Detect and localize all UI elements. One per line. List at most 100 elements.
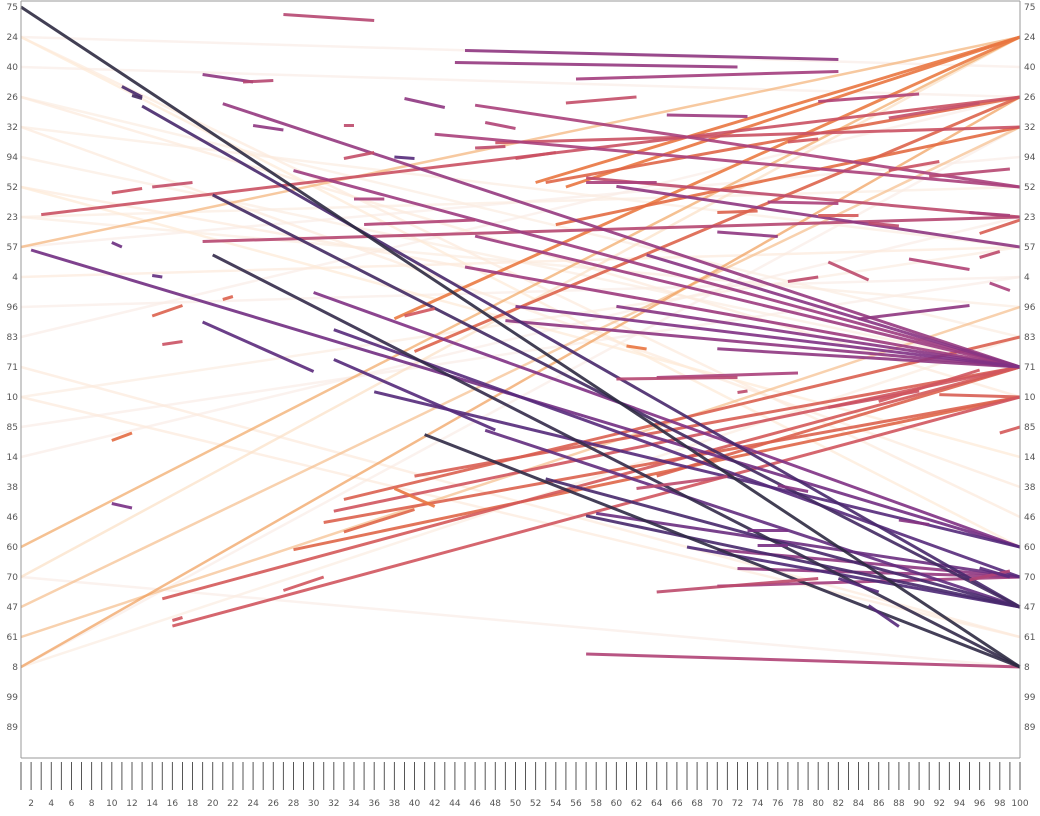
x-tick-label-92: 92 [934, 799, 945, 809]
series-fragment-13 [131, 94, 143, 100]
series-line-75 [545, 95, 1021, 184]
x-tick-label-84: 84 [853, 799, 865, 809]
series-fragment-25 [969, 211, 1011, 217]
y-tick-left-23: 23 [7, 213, 18, 223]
series-fragment-68 [888, 160, 940, 172]
series-fragment-70 [515, 151, 557, 160]
x-tick-label-62: 62 [631, 799, 642, 809]
series-line-24 [20, 35, 1021, 549]
y-tick-right-47: 47 [1024, 603, 1035, 613]
y-tick-left-8: 8 [12, 663, 18, 673]
y-tick-left-61: 61 [7, 633, 18, 643]
series-fragment-7 [484, 121, 516, 130]
series-fragment-6 [404, 97, 446, 109]
series-fragment-58 [616, 376, 738, 381]
series-fragment-67 [818, 92, 920, 103]
series-line-45 [414, 365, 1021, 478]
y-tick-right-94: 94 [1024, 153, 1036, 163]
series-fragment-0 [283, 13, 375, 22]
data-lines-layer [20, 5, 1021, 669]
series-fragment-63 [979, 250, 1001, 259]
y-tick-left-57: 57 [7, 243, 18, 253]
series-line-0 [20, 5, 1021, 669]
series-fragment-5 [242, 79, 274, 84]
series-fragment-26 [979, 218, 1021, 235]
series-line-61 [616, 304, 1021, 369]
y-tick-right-24: 24 [1024, 33, 1036, 43]
series-fragment-50 [837, 577, 880, 594]
x-tick-label-8: 8 [89, 799, 95, 809]
y-tick-left-71: 71 [7, 363, 18, 373]
y-tick-right-75: 75 [1024, 3, 1035, 13]
y-tick-left-85: 85 [7, 423, 18, 433]
series-fragment-31 [222, 295, 234, 301]
y-tick-left-70: 70 [7, 573, 19, 583]
series-line-51 [464, 265, 1021, 369]
series-line-46 [161, 365, 1021, 601]
y-tick-right-99: 99 [1024, 693, 1036, 703]
series-fragment-35 [333, 358, 496, 432]
series-line-35 [313, 291, 1021, 549]
series-line-33 [141, 104, 1021, 609]
series-fragment-53 [777, 484, 809, 493]
x-tick-label-20: 20 [207, 799, 219, 809]
y-tick-right-89: 89 [1024, 723, 1036, 733]
x-tick-label-80: 80 [812, 799, 824, 809]
series-fragment-41 [999, 425, 1021, 435]
x-tick-label-34: 34 [348, 799, 360, 809]
series-fragment-12 [121, 85, 143, 99]
series-fragment-43 [111, 502, 133, 510]
x-tick-label-4: 4 [48, 799, 54, 809]
x-tick-label-40: 40 [409, 799, 421, 809]
x-tick-label-90: 90 [913, 799, 925, 809]
series-fragment-2 [454, 61, 738, 69]
y-tick-right-52: 52 [1024, 183, 1035, 193]
y-tick-left-52: 52 [7, 183, 18, 193]
y-tick-right-70: 70 [1024, 573, 1036, 583]
series-line-6 [20, 95, 1021, 339]
series-fragment-32 [404, 307, 436, 318]
series-line-21 [20, 395, 1021, 639]
x-tick-label-26: 26 [268, 799, 280, 809]
series-fragment-45 [171, 616, 183, 622]
series-line-32 [222, 102, 1021, 369]
y-tick-left-47: 47 [7, 603, 18, 613]
x-tick-label-52: 52 [530, 799, 541, 809]
series-line-52 [484, 428, 1021, 609]
x-tick-label-6: 6 [69, 799, 75, 809]
series-fragment-29 [151, 274, 163, 279]
x-tick-label-78: 78 [792, 799, 804, 809]
y-tick-right-8: 8 [1024, 663, 1030, 673]
series-fragment-59 [827, 260, 870, 282]
y-tick-left-40: 40 [7, 63, 19, 73]
axes-layer: 7524402632945223574968371108514384660704… [7, 0, 1036, 809]
x-tick-label-46: 46 [469, 799, 481, 809]
y-tick-left-75: 75 [7, 3, 18, 13]
series-line-67 [424, 433, 1021, 669]
y-tick-right-85: 85 [1024, 423, 1035, 433]
series-fragment-64 [989, 281, 1011, 292]
series-fragment-14 [343, 151, 375, 160]
series-fragment-47 [343, 508, 415, 534]
y-tick-right-60: 60 [1024, 543, 1036, 553]
series-line-71 [586, 652, 1021, 669]
x-tick-label-32: 32 [328, 799, 339, 809]
y-tick-left-94: 94 [7, 153, 19, 163]
series-line-43 [413, 95, 1021, 353]
series-fragment-22 [767, 200, 839, 205]
series-line-7 [20, 125, 1021, 249]
y-tick-right-32: 32 [1024, 123, 1035, 133]
series-fragment-11 [565, 95, 637, 105]
series-fragment-24 [868, 221, 900, 228]
x-tick-label-44: 44 [449, 799, 461, 809]
x-tick-label-14: 14 [146, 799, 158, 809]
series-fragment-69 [787, 137, 819, 144]
series-fragment-49 [867, 604, 900, 628]
series-line-56 [717, 347, 1021, 369]
series-fragment-71 [717, 230, 778, 238]
series-fragment-61 [858, 304, 970, 321]
series-line-72 [656, 365, 1021, 478]
x-tick-label-2: 2 [28, 799, 34, 809]
series-fragment-21 [717, 209, 758, 214]
x-tick-label-82: 82 [833, 799, 844, 809]
